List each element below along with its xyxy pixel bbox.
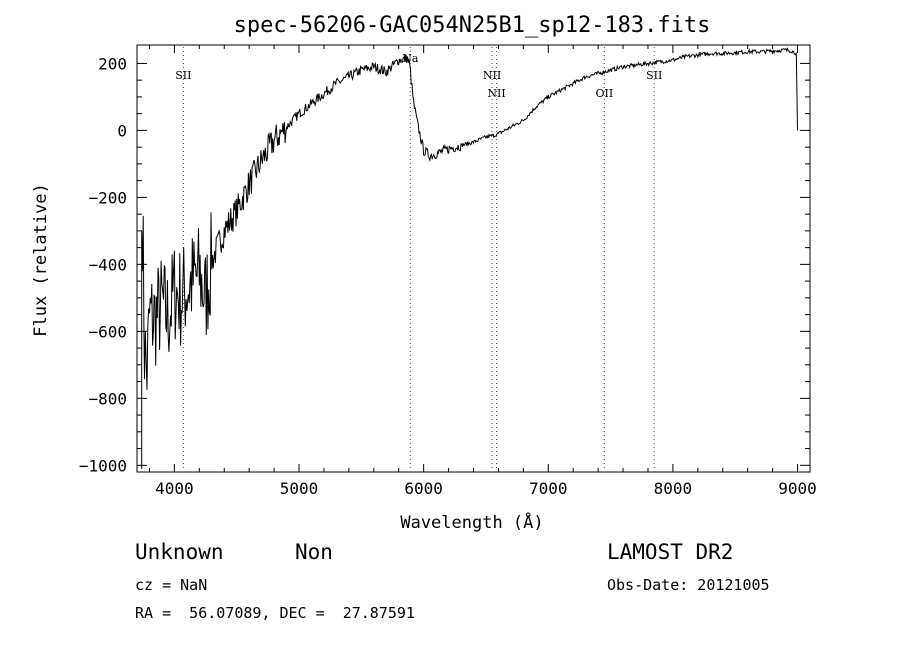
y-tick-label: −1000 (79, 456, 127, 475)
line-marker-label: SII (175, 69, 191, 82)
obs-date: Obs-Date: 20121005 (607, 576, 770, 594)
line-marker-label: OII (596, 87, 614, 100)
y-axis-label: Flux (relative) (31, 183, 51, 337)
x-tick-label: 8000 (654, 479, 693, 498)
y-tick-label: 200 (98, 54, 127, 73)
x-axis-label: Wavelength (Å) (400, 511, 543, 533)
y-tick-label: −400 (88, 255, 127, 274)
spectrum-series-line (141, 47, 798, 469)
plot-frame (136, 44, 811, 473)
x-tick-label: 7000 (529, 479, 568, 498)
y-tick-label: −200 (88, 188, 127, 207)
spectral-class: Unknown (135, 540, 224, 564)
x-tick-label: 4000 (155, 479, 194, 498)
coordinates: RA = 56.07089, DEC = 27.87591 (135, 604, 415, 622)
axes: 4000 5000 6000 7000 8000 9000 −1000 −800 −600 −40… (79, 45, 817, 498)
y-tick-label: −800 (88, 389, 127, 408)
survey-name: LAMOST DR2 (607, 540, 734, 564)
spectral-subclass: Non (295, 540, 333, 564)
x-tick-label: 9000 (778, 479, 817, 498)
line-marker-label: SII (646, 69, 662, 82)
y-tick-label: −600 (88, 322, 127, 341)
line-marker-label: NII (483, 69, 501, 82)
spectrum-chart: spec-56206-GAC054N25B1_sp12-183.fits SII… (31, 13, 817, 533)
y-tick-label: 0 (117, 121, 127, 140)
x-tick-label: 6000 (404, 479, 443, 498)
line-marker-label: NII (487, 87, 505, 100)
chart-title: spec-56206-GAC054N25B1_sp12-183.fits (234, 13, 711, 38)
x-tick-label: 5000 (280, 479, 319, 498)
redshift-cz: cz = NaN (135, 576, 208, 594)
